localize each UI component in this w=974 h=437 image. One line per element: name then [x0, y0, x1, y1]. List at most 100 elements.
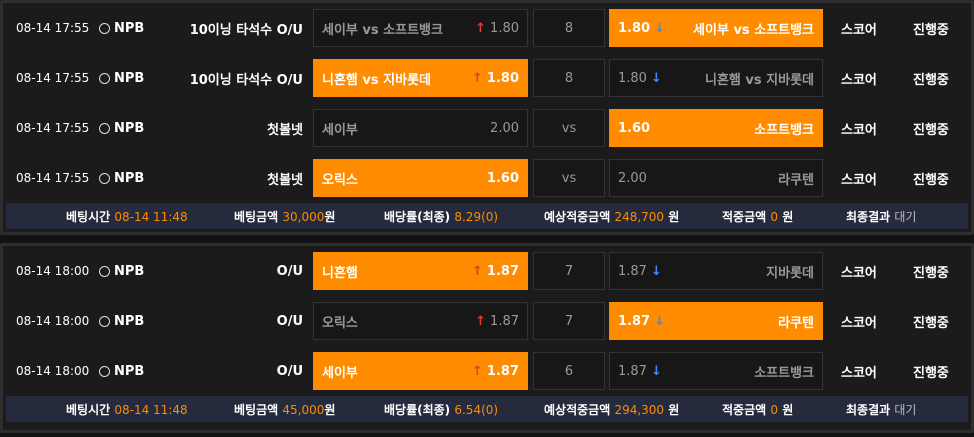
arrow-up-icon: ↑: [475, 20, 487, 36]
score-button[interactable]: 스코어: [841, 122, 877, 138]
summary-value: 0: [770, 209, 778, 224]
bet-row: 08-14 17:55 NPB 첫볼넷 오릭스 1.60 vs 2.00 라쿠텐 스코어 진행중: [3, 153, 971, 203]
summary-label: 베팅시간: [66, 402, 111, 417]
home-option-button[interactable]: 세이부 ↑ 1.87: [313, 352, 528, 390]
score-button[interactable]: 스코어: [841, 265, 877, 281]
home-option-button[interactable]: 니혼햄 ↑ 1.87: [313, 252, 528, 290]
home-option-button[interactable]: 오릭스 ↑ 1.87: [313, 302, 528, 340]
bet-row: 08-14 17:55 NPB 10이닝 타석수 O/U 니혼햄 vs 지바롯데 ↑ 1.…: [3, 53, 971, 103]
away-odds-wrap: 1.87 ↓: [618, 364, 662, 379]
summary-label: 적중금액: [722, 402, 767, 417]
away-label: 라쿠텐: [778, 172, 814, 188]
away-odds: 1.87: [618, 363, 647, 379]
league: NPB: [99, 302, 144, 340]
status-text: 진행중: [913, 365, 949, 381]
away-option-button[interactable]: 1.80 ↓ 세이부 vs 소프트뱅크: [609, 9, 823, 47]
score-button[interactable]: 스코어: [841, 22, 877, 38]
handicap-value: 6: [533, 352, 605, 390]
bet-slip-1: 08-14 17:55 NPB 10이닝 타석수 O/U 세이부 vs 소프트뱅크 ↑ 1…: [0, 0, 974, 235]
match-date: 08-14 17:55: [16, 171, 90, 185]
home-odds-wrap: ↑ 1.87: [475, 314, 519, 329]
away-option-button[interactable]: 2.00 라쿠텐: [609, 159, 823, 197]
home-label: 오릭스: [322, 172, 358, 188]
home-odds: 1.87: [486, 363, 519, 379]
away-label: 소프트뱅크: [754, 365, 814, 381]
away-odds-wrap: 1.80 ↓: [618, 21, 665, 36]
home-odds-wrap: 1.60: [487, 171, 519, 186]
home-odds-wrap: ↑ 1.80: [472, 71, 519, 86]
score-button[interactable]: 스코어: [841, 365, 877, 381]
summary-win: 적중금액 0 원: [722, 401, 793, 418]
summary-label: 베팅금액: [234, 209, 279, 224]
summary-win: 적중금액 0 원: [722, 208, 793, 225]
home-odds: 1.87: [486, 263, 519, 279]
home-odds-wrap: ↑ 1.80: [475, 21, 519, 36]
arrow-down-icon: ↓: [650, 70, 662, 86]
away-option-button[interactable]: 1.87 ↓ 소프트뱅크: [609, 352, 823, 390]
summary-value: 30,000: [282, 209, 325, 224]
bet-type: O/U: [276, 263, 303, 279]
away-odds-wrap: 2.00: [618, 171, 647, 186]
bet-row: 08-14 18:00 NPB O/U 세이부 ↑ 1.87 6 1.87 ↓ 소프트뱅크 스코어 진…: [3, 346, 971, 396]
bet-row: 08-14 17:55 NPB 첫볼넷 세이부 2.00 vs 1.60 소프트뱅크 스코어 진행…: [3, 103, 971, 153]
away-label: 니혼햄 vs 지바롯데: [705, 72, 814, 88]
status-text: 진행중: [913, 22, 949, 38]
league: NPB: [99, 59, 144, 97]
arrow-up-icon: ↑: [475, 313, 487, 329]
score-button[interactable]: 스코어: [841, 72, 877, 88]
summary-unit: 원: [782, 209, 794, 224]
summary-label: 적중금액: [722, 209, 767, 224]
away-option-button[interactable]: 1.87 ↓ 라쿠텐: [609, 302, 823, 340]
summary-value: 248,700: [614, 209, 665, 224]
home-odds-wrap: ↑ 1.87: [472, 264, 519, 279]
away-odds-wrap: 1.60: [618, 121, 650, 136]
summary-expected: 예상적중금액 248,700 원: [544, 208, 679, 225]
away-option-button[interactable]: 1.60 소프트뱅크: [609, 109, 823, 147]
league: NPB: [99, 159, 144, 197]
summary-label: 베팅금액: [234, 402, 279, 417]
home-option-button[interactable]: 세이부 2.00: [313, 109, 528, 147]
home-option-button[interactable]: 세이부 vs 소프트뱅크 ↑ 1.80: [313, 9, 528, 47]
summary-value: 0: [770, 402, 778, 417]
home-label: 세이부: [322, 122, 358, 138]
bet-type: 10이닝 타석수 O/U: [189, 72, 303, 88]
summary-result: 최종결과 대기: [846, 208, 916, 225]
score-button[interactable]: 스코어: [841, 315, 877, 331]
away-label: 라쿠텐: [778, 315, 814, 331]
baseball-icon: [99, 22, 110, 34]
match-date: 08-14 18:00: [16, 314, 90, 328]
summary-unit: 원: [668, 402, 680, 417]
arrow-down-icon: ↓: [650, 363, 662, 379]
arrow-up-icon: ↑: [472, 263, 483, 279]
away-label: 소프트뱅크: [754, 122, 814, 138]
summary-label: 배당률(최종): [384, 402, 451, 417]
away-odds: 1.87: [618, 313, 651, 329]
home-label: 세이부 vs 소프트뱅크: [322, 22, 443, 38]
home-option-button[interactable]: 오릭스 1.60: [313, 159, 528, 197]
baseball-icon: [99, 365, 110, 377]
summary-odds: 배당률(최종) 8.29(0): [384, 208, 498, 225]
away-option-button[interactable]: 1.87 ↓ 지바롯데: [609, 252, 823, 290]
league-name: NPB: [114, 170, 145, 186]
summary-label: 최종결과: [846, 402, 891, 417]
away-odds: 1.80: [618, 20, 651, 36]
bet-type: 첫볼넷: [267, 122, 303, 138]
home-option-button[interactable]: 니혼햄 vs 지바롯데 ↑ 1.80: [313, 59, 528, 97]
score-button[interactable]: 스코어: [841, 172, 877, 188]
handicap-value: 7: [533, 302, 605, 340]
bet-summary: 베팅시간 08-14 11:48 베팅금액 45,000원 배당률(최종) 6.54…: [6, 396, 968, 422]
summary-label: 최종결과: [846, 209, 891, 224]
baseball-icon: [99, 72, 110, 84]
league: NPB: [99, 109, 144, 147]
arrow-down-icon: ↓: [650, 263, 662, 279]
away-odds-wrap: 1.87 ↓: [618, 314, 665, 329]
home-label: 오릭스: [322, 315, 358, 331]
summary-bet_amount: 베팅금액 30,000원: [234, 208, 335, 225]
summary-label: 예상적중금액: [544, 209, 611, 224]
summary-unit: 원: [324, 402, 336, 417]
summary-value: 08-14 11:48: [114, 209, 188, 224]
bet-row: 08-14 17:55 NPB 10이닝 타석수 O/U 세이부 vs 소프트뱅크 ↑ 1…: [3, 3, 971, 53]
match-date: 08-14 18:00: [16, 264, 90, 278]
away-option-button[interactable]: 1.80 ↓ 니혼햄 vs 지바롯데: [609, 59, 823, 97]
away-odds: 1.60: [618, 120, 651, 136]
